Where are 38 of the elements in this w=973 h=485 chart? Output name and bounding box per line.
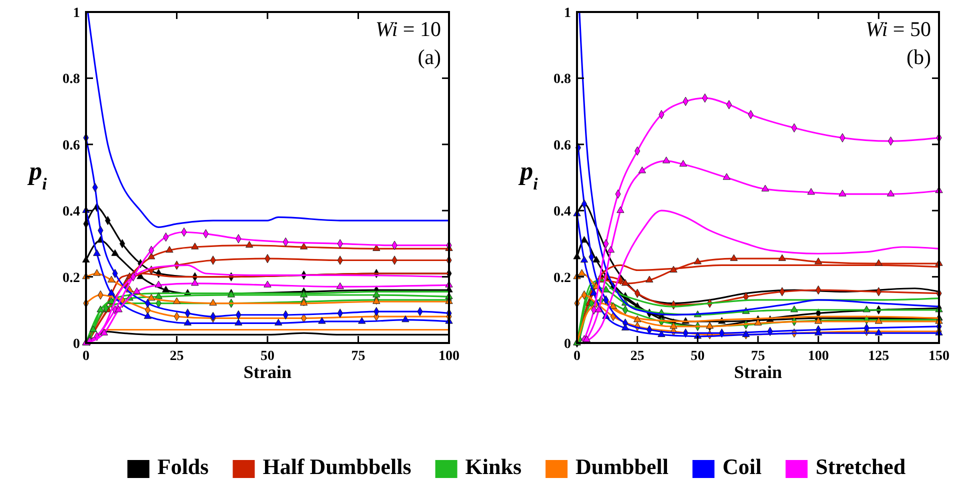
x-axis-title: Strain	[243, 362, 292, 382]
annotation: (b)	[906, 45, 931, 69]
y-tick-label: 0.6	[554, 138, 571, 154]
y-tick-label: 0	[564, 337, 571, 352]
legend-label: Dumbbell	[576, 454, 668, 479]
y-axis-title: p$_{i}$	[27, 156, 48, 193]
x-tick-label: 150	[928, 349, 950, 364]
y-tick-label: 1	[73, 6, 80, 21]
x-tick-label: 75	[351, 349, 366, 364]
x-tick-label: 50	[260, 349, 274, 364]
legend-label: Folds	[157, 454, 210, 479]
x-tick-label: 25	[630, 349, 644, 364]
y-tick-label: 1	[564, 6, 571, 21]
y-tick-label: 0.4	[62, 204, 80, 220]
x-tick-label: 0	[574, 349, 580, 364]
y-tick-label: 0.6	[62, 138, 80, 154]
y-tick-label: 0.4	[554, 204, 571, 220]
x-tick-label: 125	[868, 349, 890, 364]
y-tick-label: 0.8	[554, 72, 571, 88]
y-tick-label: 0	[73, 337, 80, 352]
x-tick-label: 25	[170, 349, 184, 364]
y-axis-title: p$_{i}$	[518, 156, 538, 193]
annotation: Wi = 50	[865, 17, 931, 41]
x-tick-label: 100	[438, 349, 460, 364]
legend-label: Coil	[722, 454, 762, 479]
x-axis-title: Strain	[734, 362, 782, 382]
legend-label: Stretched	[816, 454, 906, 479]
y-tick-label: 0.2	[62, 270, 80, 286]
y-tick-label: 0.2	[554, 270, 571, 286]
y-tick-label: 0.8	[62, 72, 80, 88]
legend-label: Kinks	[465, 454, 522, 479]
legend-label: Half Dumbbells	[262, 454, 412, 479]
x-tick-label: 50	[690, 349, 705, 364]
annotation: Wi = 10	[375, 17, 441, 41]
x-tick-label: 100	[808, 349, 829, 364]
annotation: (a)	[418, 45, 441, 69]
x-tick-label: 75	[751, 349, 765, 364]
x-tick-label: 0	[82, 349, 90, 364]
